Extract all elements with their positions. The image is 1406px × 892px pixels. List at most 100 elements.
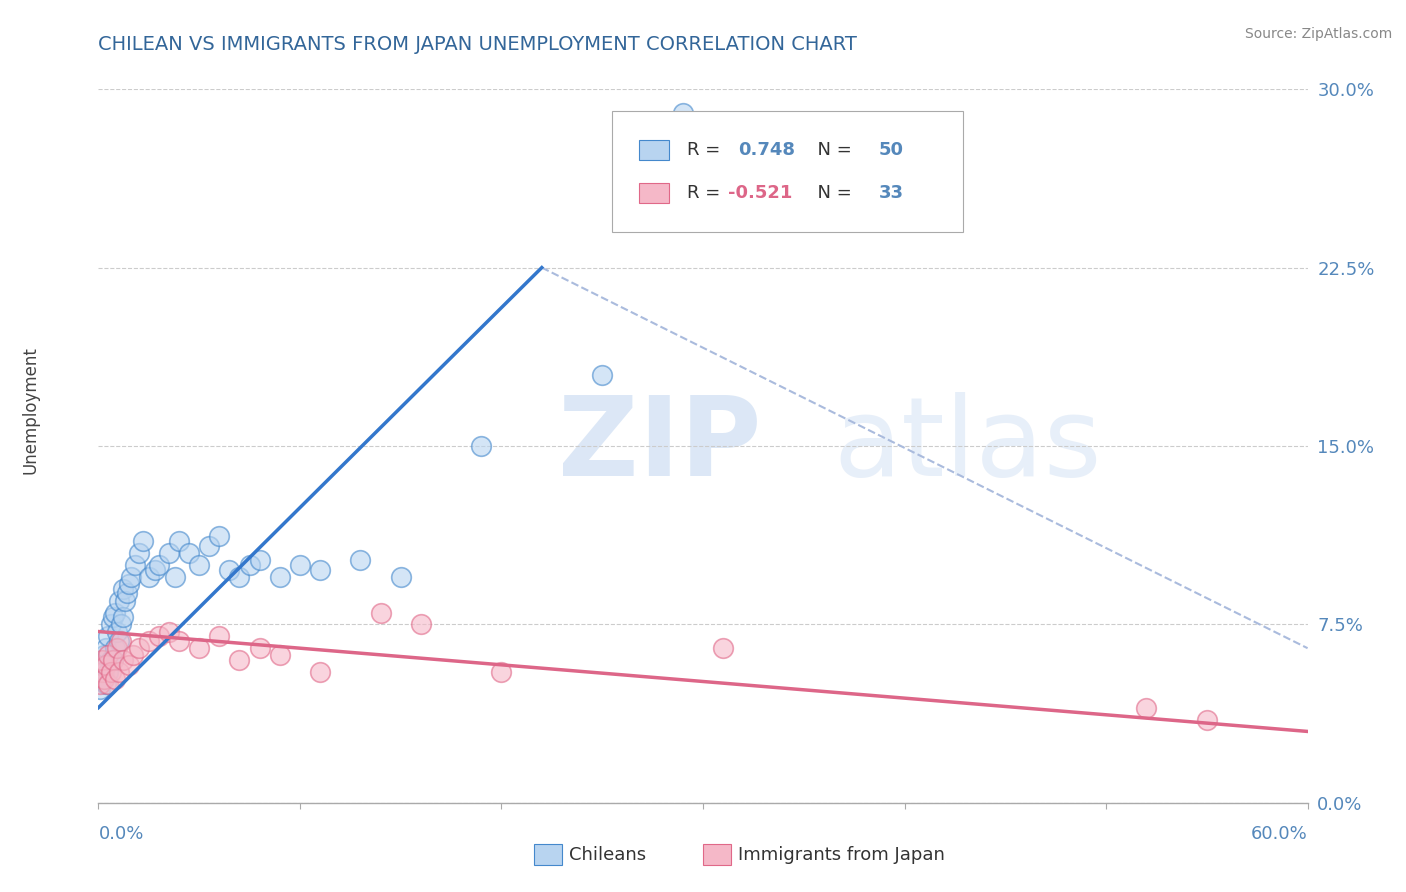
Point (93, 672, 115, 686)
Text: R =: R = (688, 141, 733, 159)
Text: Unemployment: Unemployment (22, 346, 39, 475)
Point (138, 570, 160, 584)
Point (269, 570, 291, 584)
Text: atlas: atlas (834, 392, 1102, 500)
Point (1195, 713, 1218, 727)
Point (111, 610, 134, 624)
Point (167, 634, 190, 648)
Point (228, 653, 250, 667)
Point (128, 641, 150, 656)
Point (409, 617, 432, 632)
Point (91, 672, 114, 686)
Point (309, 665, 332, 679)
Point (349, 553, 371, 567)
Point (120, 570, 142, 584)
Point (143, 563, 166, 577)
Point (711, 641, 734, 656)
Point (239, 558, 262, 572)
Point (103, 672, 125, 686)
Point (91, 665, 114, 679)
Point (101, 653, 124, 667)
Point (89, 677, 111, 691)
Point (188, 641, 211, 656)
Point (163, 570, 186, 584)
Point (1135, 700, 1157, 714)
Point (97, 677, 120, 691)
Point (370, 606, 392, 620)
Point (107, 665, 129, 679)
Text: -0.521: -0.521 (728, 184, 793, 202)
Point (97, 665, 120, 679)
Point (101, 653, 124, 667)
Point (103, 641, 125, 656)
Point (167, 534, 190, 549)
Point (100, 665, 122, 679)
Point (100, 653, 122, 667)
Point (470, 439, 492, 453)
Point (157, 546, 180, 560)
Point (97, 629, 120, 643)
Point (107, 634, 129, 648)
Point (148, 558, 170, 572)
Text: 0.0%: 0.0% (98, 825, 143, 843)
Point (111, 653, 134, 667)
Text: Chileans: Chileans (569, 846, 647, 863)
Point (249, 553, 271, 567)
Text: Source: ZipAtlas.com: Source: ZipAtlas.com (1244, 27, 1392, 41)
Point (89, 681, 111, 696)
Point (208, 529, 231, 543)
Text: N =: N = (806, 141, 858, 159)
Bar (638, 183, 669, 202)
Bar (638, 140, 669, 160)
Point (138, 634, 160, 648)
Point (118, 657, 141, 672)
Point (188, 558, 211, 572)
Point (121, 648, 143, 663)
Text: 0.748: 0.748 (738, 141, 794, 159)
Text: CHILEAN VS IMMIGRANTS FROM JAPAN UNEMPLOYMENT CORRELATION CHART: CHILEAN VS IMMIGRANTS FROM JAPAN UNEMPLO… (98, 35, 858, 54)
Point (115, 586, 138, 600)
Point (103, 606, 125, 620)
Point (110, 634, 132, 648)
Point (96, 677, 118, 691)
Point (100, 617, 122, 632)
Text: 60.0%: 60.0% (1251, 825, 1308, 843)
Point (198, 539, 221, 553)
Point (124, 558, 146, 572)
Text: 50: 50 (879, 141, 903, 159)
Point (105, 641, 128, 656)
Point (132, 534, 155, 549)
Point (93, 665, 115, 679)
Text: Immigrants from Japan: Immigrants from Japan (738, 846, 945, 863)
Point (389, 570, 412, 584)
Point (91, 653, 114, 667)
Point (96, 641, 118, 656)
Point (218, 563, 240, 577)
Point (96, 657, 118, 672)
Point (118, 577, 141, 591)
Point (177, 546, 201, 560)
Point (114, 593, 136, 607)
Point (309, 563, 332, 577)
Point (228, 570, 250, 584)
Point (491, 665, 513, 679)
Point (208, 629, 231, 643)
Point (101, 610, 124, 624)
Point (105, 624, 128, 639)
Text: R =: R = (688, 184, 727, 202)
Point (91, 657, 114, 672)
Point (97, 648, 120, 663)
Point (591, 368, 613, 382)
Point (111, 582, 134, 596)
Text: N =: N = (806, 184, 858, 202)
Point (288, 558, 311, 572)
Point (93, 648, 115, 663)
Point (128, 546, 150, 560)
Point (107, 593, 129, 607)
Point (269, 648, 291, 663)
Point (249, 641, 271, 656)
Point (157, 624, 180, 639)
FancyBboxPatch shape (612, 111, 963, 232)
Text: ZIP: ZIP (558, 392, 761, 500)
Point (110, 617, 132, 632)
